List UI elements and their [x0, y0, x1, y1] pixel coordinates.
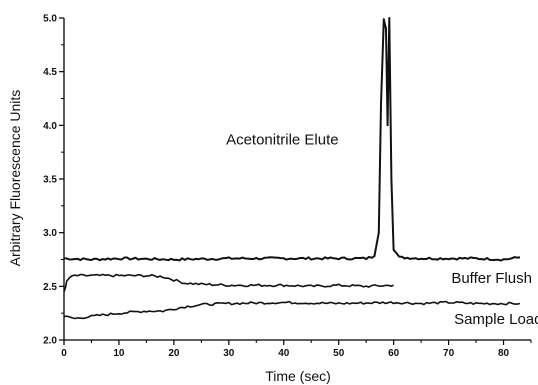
y-axis-title: Arbitrary Fluorescence Units	[7, 90, 23, 267]
series-line-2	[63, 300, 521, 320]
x-tick-label: 20	[168, 348, 180, 359]
series-line-1	[63, 273, 394, 293]
x-tick-label: 80	[498, 348, 510, 359]
axes	[63, 18, 531, 341]
annotation-label: Sample Load	[454, 311, 538, 328]
y-tick-label: 2.0	[43, 336, 57, 347]
series-lines	[63, 17, 521, 320]
y-tick-label: 4.0	[43, 121, 57, 132]
x-tick-label: 40	[278, 348, 290, 359]
annotation-label: Acetonitrile Elute	[226, 132, 339, 149]
y-tick-label: 2.5	[43, 282, 57, 293]
y-tick-label: 4.5	[43, 67, 57, 78]
y-tick-label: 5.0	[43, 14, 57, 25]
x-tick-label: 60	[388, 348, 400, 359]
x-axis-title: Time (sec)	[265, 368, 331, 384]
y-tick-label: 3.0	[43, 228, 57, 239]
annotation-label: Buffer Flush	[451, 270, 532, 287]
series-line-0	[64, 17, 521, 262]
x-tick-label: 70	[443, 348, 455, 359]
annotations: Acetonitrile Elute Buffer Flush Sample Loa…	[226, 132, 538, 328]
ticks: 0 10 20 30 40 50 60 70 80 2.0 2.5 3.0 3.5 4.0 4.5 5.0	[43, 14, 532, 359]
x-tick-label: 10	[113, 348, 125, 359]
y-tick-label: 3.5	[43, 175, 57, 186]
x-tick-label: 30	[223, 348, 235, 359]
x-tick-label: 0	[61, 348, 67, 359]
x-tick-label: 50	[333, 348, 345, 359]
